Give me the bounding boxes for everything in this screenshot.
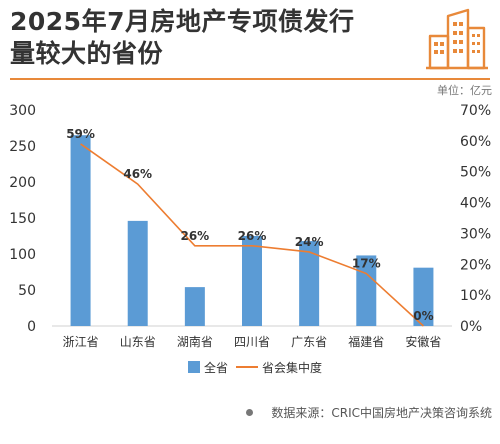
bar [242, 236, 262, 326]
y-left-tick-label: 50 [18, 283, 36, 299]
data-label: 26% [238, 229, 267, 243]
y-left-tick-label: 0 [27, 319, 36, 335]
bar [184, 287, 205, 326]
data-label: 24% [295, 235, 324, 249]
y-left-tick-label: 100 [9, 247, 36, 263]
x-tick-label: 四川省 [234, 335, 270, 349]
y-right-tick-label: 40% [460, 196, 491, 212]
bullet-dot-icon [246, 409, 254, 416]
data-label: 26% [180, 229, 209, 243]
bar [127, 220, 148, 326]
y-left-tick-label: 300 [9, 103, 36, 119]
x-tick-label: 广东省 [291, 335, 327, 349]
y-right-tick-label: 30% [460, 226, 491, 242]
legend-label-line: 省会集中度 [262, 360, 322, 375]
unit-label: 单位：亿元 [437, 84, 492, 97]
bar [299, 241, 320, 326]
bar [70, 135, 91, 326]
series-line [80, 143, 424, 327]
data-label: 0% [413, 309, 433, 323]
x-tick-label: 浙江省 [63, 335, 99, 349]
data-label: 46% [123, 167, 152, 181]
bar [356, 255, 377, 326]
x-tick-label: 山东省 [120, 335, 156, 349]
data-label: 59% [66, 127, 95, 141]
y-right-tick-label: 0% [460, 319, 482, 335]
bar [413, 267, 434, 326]
y-right-tick-label: 50% [460, 165, 491, 181]
title-line-1: 2025年7月房地产专项债发行 [10, 7, 355, 36]
y-left-tick-label: 150 [9, 211, 36, 227]
y-left-tick-label: 200 [9, 175, 36, 191]
buildings-icon [426, 8, 488, 70]
x-tick-label: 安徽省 [405, 334, 441, 349]
y-right-tick-label: 10% [460, 288, 491, 304]
source-text: 数据来源：CRIC中国房地产决策咨询系统 [271, 406, 492, 420]
y-right-tick-label: 70% [460, 103, 491, 119]
title-line-2: 量较大的省份 [10, 39, 164, 68]
y-right-tick-label: 20% [460, 257, 491, 273]
x-tick-label: 湖南省 [177, 334, 213, 349]
x-tick-label: 福建省 [348, 334, 384, 349]
legend-swatch-bar [188, 361, 200, 373]
source-note: 数据来源：CRIC中国房地产决策咨询系统 [246, 404, 492, 421]
y-right-tick-label: 60% [460, 134, 491, 150]
legend-label-bar: 全省 [204, 360, 228, 375]
y-left-tick-label: 250 [9, 139, 36, 155]
header-divider [10, 78, 490, 80]
page-title: 2025年7月房地产专项债发行 量较大的省份 [10, 6, 410, 70]
data-label: 17% [352, 257, 381, 271]
